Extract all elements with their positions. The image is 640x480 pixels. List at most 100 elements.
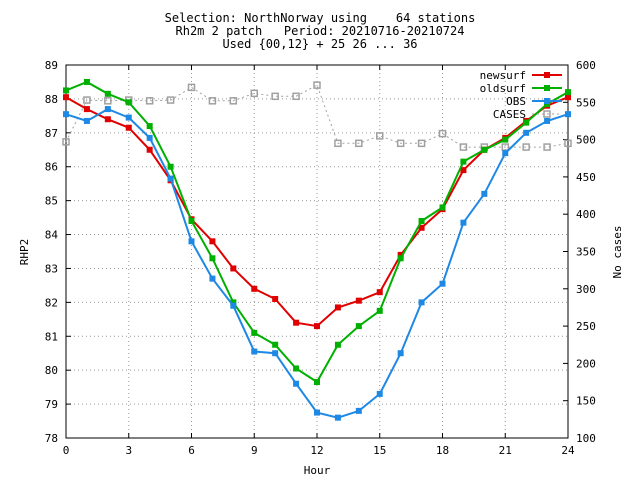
data-point-newsurf (460, 167, 467, 174)
data-point-obs (334, 414, 341, 421)
data-point-oldsurf (439, 204, 446, 211)
y2-axis-label: No cases (611, 226, 624, 279)
data-point-cases (166, 96, 175, 104)
legend-label-oldsurf: oldsurf (480, 82, 526, 95)
data-point-obs (502, 150, 509, 157)
data-point-oldsurf (146, 123, 153, 130)
data-point-oldsurf (83, 78, 90, 85)
chart-title-line-1: Selection: NorthNorway using 64 stations (164, 11, 476, 25)
data-point-obs (439, 280, 446, 287)
y2-tick-label: 100 (576, 432, 596, 445)
data-point-cases (564, 139, 572, 148)
series-oldsurf (63, 78, 571, 386)
data-point-oldsurf (272, 341, 279, 348)
data-point-obs (209, 275, 216, 282)
data-point-oldsurf (376, 307, 383, 314)
data-point-cases (459, 143, 468, 151)
data-point-cases (355, 139, 363, 148)
y2-tick-label: 300 (576, 283, 596, 296)
data-point-cases (313, 81, 321, 89)
series-layer (62, 78, 572, 421)
chart-title-line-3: Used {00,12} + 25 26 ... 36 (222, 37, 418, 51)
data-point-oldsurf (502, 136, 509, 143)
data-point-obs (376, 390, 383, 397)
data-point-obs (293, 380, 300, 387)
data-point-obs (481, 190, 488, 197)
data-point-oldsurf (293, 365, 300, 372)
y2-tick-label: 350 (576, 246, 596, 259)
data-point-oldsurf (251, 329, 258, 336)
ticks: 0 3 6 9 12 15 18 21 24 78 79 80 81 82 83 84 85 86 87 88 89 10… (45, 59, 596, 457)
y2-tick-label: 600 (576, 59, 596, 72)
x-tick-label: 15 (373, 444, 386, 457)
data-point-obs (272, 350, 279, 357)
data-point-oldsurf (481, 146, 488, 153)
data-point-newsurf (355, 297, 362, 304)
data-point-oldsurf (188, 217, 195, 224)
series-obs (63, 106, 571, 421)
data-point-cases (145, 97, 154, 105)
y-tick-label: 79 (45, 398, 58, 411)
x-tick-label: 9 (251, 444, 258, 457)
data-point-obs (230, 302, 237, 309)
data-point-newsurf (146, 146, 153, 153)
legend-marker-obs (544, 98, 550, 104)
data-point-newsurf (104, 116, 111, 123)
data-point-obs (83, 117, 90, 124)
y2-tick-label: 200 (576, 357, 596, 370)
data-point-newsurf (125, 124, 132, 131)
data-point-cases (208, 97, 217, 105)
data-point-cases (292, 92, 300, 101)
data-point-oldsurf (63, 87, 69, 94)
data-point-cases (438, 129, 447, 138)
data-point-cases (187, 83, 196, 92)
data-point-cases (334, 139, 342, 148)
y2-tick-label: 550 (576, 96, 596, 109)
data-point-newsurf (230, 265, 237, 272)
data-point-cases (376, 132, 384, 140)
y2-tick-label: 450 (576, 171, 596, 184)
data-point-newsurf (314, 323, 320, 330)
data-point-newsurf (418, 224, 425, 231)
data-point-cases (83, 96, 91, 104)
data-point-cases (396, 139, 405, 148)
data-point-cases (250, 89, 258, 98)
x-tick-label: 12 (310, 444, 323, 457)
y-tick-label: 80 (45, 364, 58, 377)
x-tick-label: 24 (561, 444, 575, 457)
data-point-newsurf (293, 319, 300, 326)
y-tick-label: 85 (45, 195, 58, 208)
y2-tick-label: 400 (576, 208, 596, 221)
y-tick-label: 86 (45, 161, 58, 174)
y-tick-label: 78 (45, 432, 58, 445)
data-point-cases (543, 143, 551, 151)
series-line-obs (65, 107, 569, 419)
data-point-oldsurf (230, 299, 237, 306)
legend-label-newsurf: newsurf (480, 69, 526, 82)
data-point-obs (125, 114, 132, 121)
data-point-newsurf (334, 304, 341, 311)
data-point-oldsurf (314, 379, 320, 386)
y-tick-label: 88 (45, 93, 58, 106)
data-point-oldsurf (565, 89, 571, 96)
data-point-obs (251, 348, 258, 355)
y-tick-label: 81 (45, 330, 58, 343)
y-tick-label: 82 (45, 296, 58, 309)
data-point-cases (417, 139, 426, 148)
x-axis-label: Hour (304, 464, 331, 477)
data-point-oldsurf (104, 90, 111, 97)
data-point-obs (460, 219, 467, 226)
data-point-obs (63, 111, 69, 118)
data-point-cases (62, 138, 70, 146)
y-tick-label: 87 (45, 127, 58, 140)
data-point-oldsurf (209, 255, 216, 262)
data-point-newsurf (83, 106, 90, 113)
x-tick-label: 6 (188, 444, 195, 457)
data-point-newsurf (376, 289, 383, 296)
data-point-oldsurf (167, 163, 174, 170)
data-point-newsurf (272, 295, 279, 302)
data-point-obs (397, 350, 404, 357)
x-tick-label: 0 (63, 444, 70, 457)
data-point-newsurf (63, 94, 69, 101)
